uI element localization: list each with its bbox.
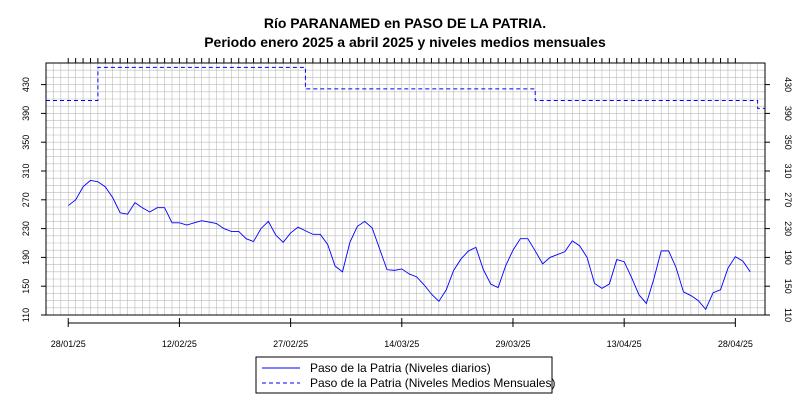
x-tick-label: 13/04/25 — [607, 339, 642, 349]
y-tick-label-right: 150 — [783, 279, 793, 294]
y-tick-label-right: 230 — [783, 221, 793, 236]
y-tick-label-right: 430 — [783, 77, 793, 92]
chart-subtitle: Periodo enero 2025 a abril 2025 y nivele… — [204, 34, 606, 50]
chart-title: Río PARANAMED en PASO DE LA PATRIA. — [264, 15, 546, 31]
y-tick-label-left: 150 — [21, 279, 31, 294]
series — [46, 66, 765, 311]
x-tick-label: 28/04/25 — [718, 339, 753, 349]
legend-label-daily: Paso de la Patria (Niveles diarios) — [310, 361, 491, 375]
series-daily-levels — [67, 179, 751, 311]
y-tick-label-left: 270 — [21, 192, 31, 207]
legend: Paso de la Patria (Niveles diarios) Paso… — [255, 356, 555, 394]
plot-frame — [45, 62, 766, 316]
y-tick-label-left: 350 — [21, 135, 31, 150]
y-tick-label-right: 110 — [783, 308, 793, 322]
y-tick-label-left: 110 — [21, 308, 31, 322]
x-tick-label: 28/01/25 — [51, 339, 86, 349]
y-tick-label-right: 350 — [783, 135, 793, 150]
y-tick-label-right: 390 — [783, 106, 793, 121]
legend-box — [255, 356, 553, 394]
x-tick-label: 27/02/25 — [273, 339, 308, 349]
y-tick-label-left: 390 — [21, 106, 31, 121]
y-tick-label-left: 230 — [21, 221, 31, 236]
x-tick-label: 29/03/25 — [495, 339, 530, 349]
y-tick-label-left: 190 — [21, 250, 31, 265]
y-tick-label-left: 430 — [21, 77, 31, 92]
y-tick-label-right: 190 — [783, 250, 793, 265]
grid — [45, 62, 766, 316]
y-tick-label-right: 310 — [783, 163, 793, 178]
legend-label-monthly: Paso de la Patria (Niveles Medios Mensua… — [310, 376, 555, 390]
x-tick-label: 14/03/25 — [384, 339, 419, 349]
series-monthly-means — [46, 66, 765, 109]
axes: 110 110 150 150 190 190 230 230 270 270 310 310 350 3… — [21, 58, 793, 349]
y-tick-label-right: 270 — [783, 192, 793, 207]
y-tick-label-left: 310 — [21, 163, 31, 178]
x-tick-label: 12/02/25 — [162, 339, 197, 349]
